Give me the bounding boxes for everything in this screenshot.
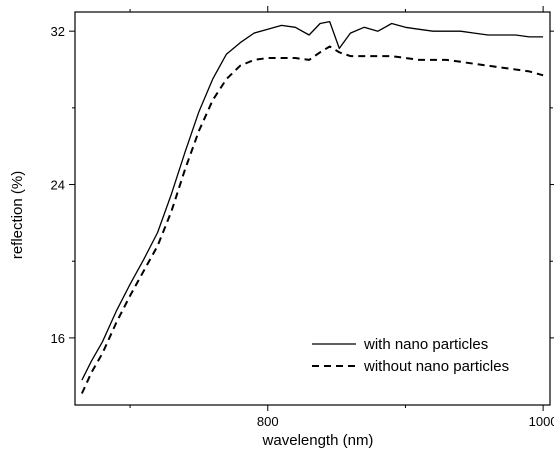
x-tick-label: 1000: [529, 414, 554, 429]
series-lines: [80, 20, 544, 394]
series-line-without-nano-particles: [80, 45, 544, 394]
y-tick-label: 32: [51, 24, 65, 39]
x-axis-title: wavelength (nm): [262, 432, 374, 449]
axis-ticks: [69, 6, 554, 411]
plot-area: [74, 11, 551, 406]
y-tick-label: 24: [51, 178, 65, 193]
legend-label-with-nano-particles: with nano particles: [363, 336, 488, 353]
y-axis-title: reflection (%): [9, 171, 26, 259]
tick-labels: 800 1000 16 24 32: [51, 24, 554, 429]
plot-frame: [74, 11, 551, 406]
x-tick-label: 800: [257, 414, 279, 429]
legend-label-without-nano-particles: without nano particles: [363, 358, 509, 375]
series-line-with-nano-particles: [81, 20, 544, 381]
legend: with nano particles without nano particl…: [312, 336, 509, 375]
y-tick-label: 16: [51, 331, 65, 346]
